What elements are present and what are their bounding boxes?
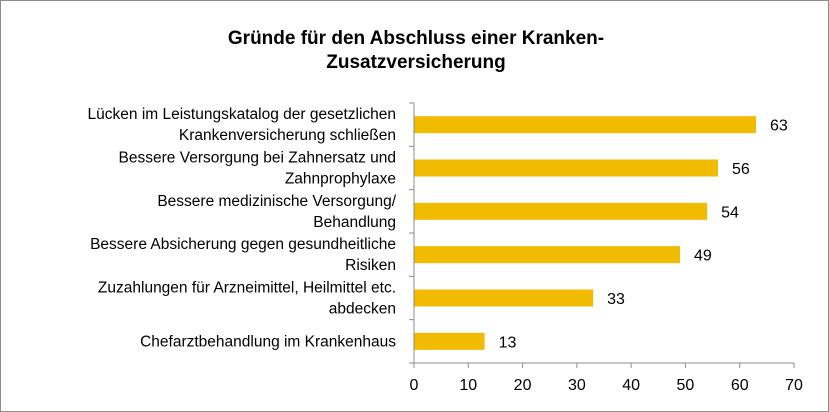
data-label: 56: [732, 161, 750, 178]
category-label: Zahnprophylaxe: [285, 171, 396, 188]
x-tick-label: 40: [622, 377, 640, 394]
category-label: Bessere Versorgung bei Zahnersatz und: [119, 150, 396, 167]
category-label: Zuzahlungen für Arzneimittel, Heilmittel…: [98, 280, 396, 297]
data-label: 33: [607, 291, 625, 308]
x-tick-label: 30: [568, 377, 586, 394]
bar: [414, 202, 708, 220]
data-label: 13: [499, 334, 517, 351]
bar: [414, 332, 485, 350]
data-label: 49: [694, 248, 712, 265]
category-label: Risiken: [345, 257, 396, 274]
data-label: 54: [721, 204, 739, 221]
bar: [414, 116, 756, 134]
category-label: abdecken: [329, 301, 396, 318]
category-label: Bessere Absicherung gegen gesundheitlich…: [90, 236, 396, 253]
category-label: Krankenversicherung schließen: [179, 127, 396, 144]
x-tick-label: 60: [731, 377, 749, 394]
category-label: Lücken im Leistungskatalog der gesetzlic…: [88, 106, 396, 123]
bar: [414, 159, 718, 177]
bar: [414, 246, 680, 264]
x-tick-label: 20: [514, 377, 532, 394]
x-tick-label: 10: [459, 377, 477, 394]
chart-title-line: Zusatzversicherung: [326, 52, 506, 73]
chart-title-line: Gründe für den Abschluss einer Kranken-: [227, 28, 605, 49]
x-tick-label: 50: [677, 377, 695, 394]
x-tick-label: 0: [410, 377, 419, 394]
data-label: 63: [770, 118, 788, 135]
x-tick-label: 70: [785, 377, 803, 394]
chart-title: Gründe für den Abschluss einer Kranken- …: [1, 27, 828, 75]
category-label: Chefarztbehandlung im Krankenhaus: [140, 333, 396, 350]
category-label: Behandlung: [313, 214, 396, 231]
bar: [414, 289, 594, 307]
category-label: Bessere medizinische Versorgung/: [157, 193, 396, 210]
